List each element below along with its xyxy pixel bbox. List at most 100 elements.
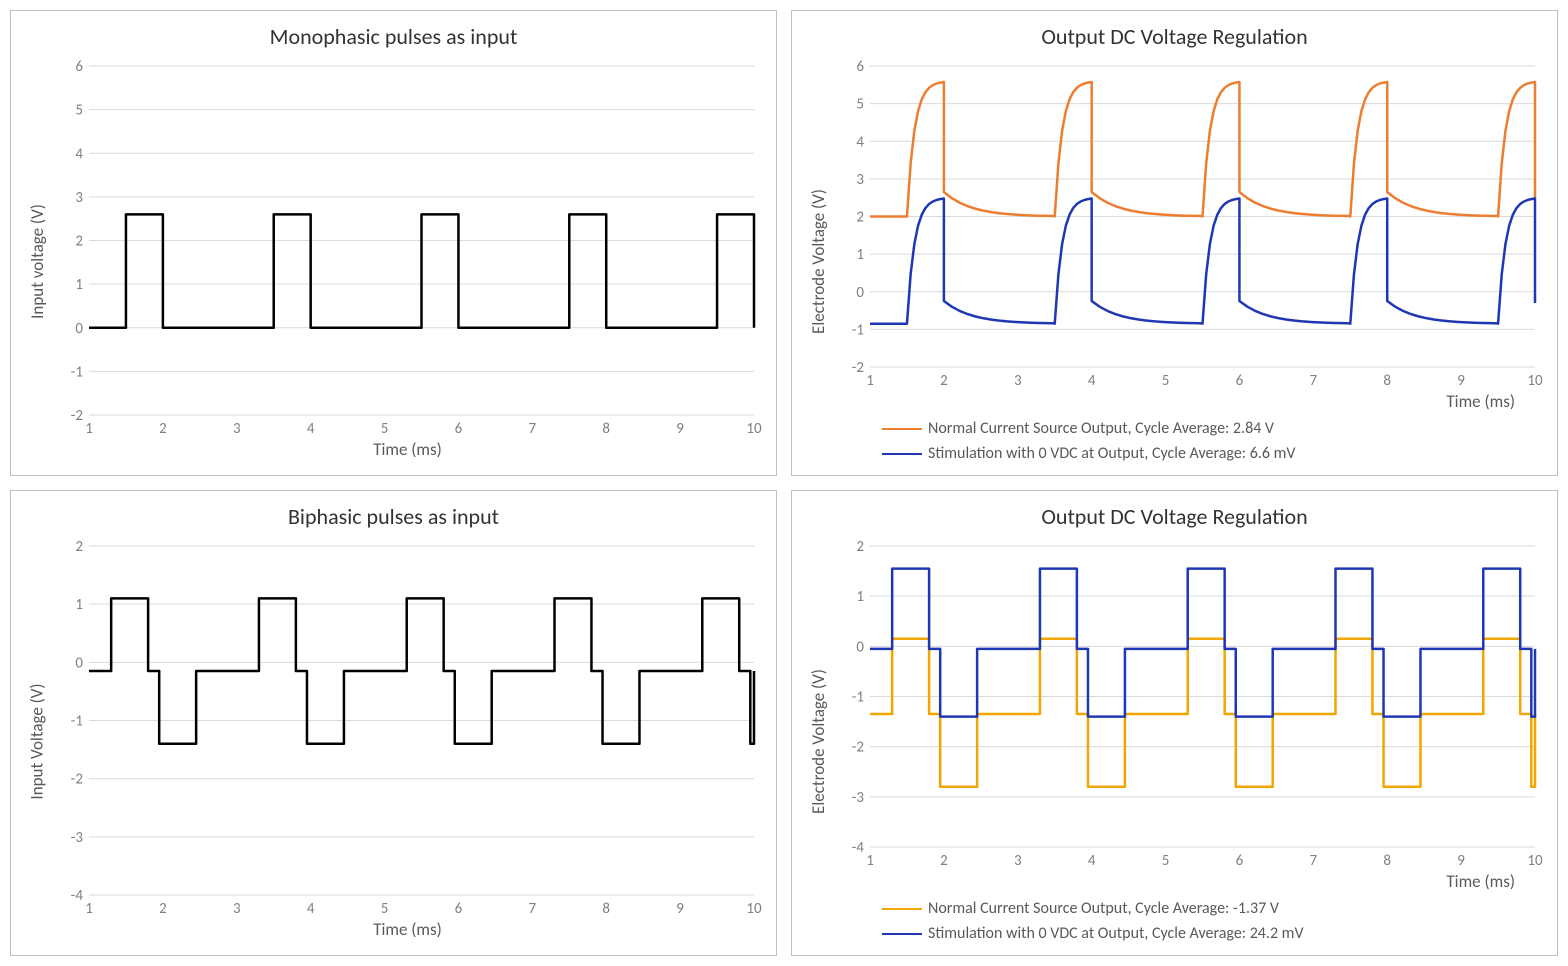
svg-text:7: 7 — [1310, 372, 1318, 389]
svg-text:2: 2 — [75, 233, 83, 251]
svg-text:8: 8 — [602, 420, 610, 437]
svg-text:3: 3 — [233, 900, 241, 917]
svg-text:6: 6 — [455, 900, 463, 917]
svg-text:1: 1 — [75, 596, 83, 614]
chart-title: Output DC Voltage Regulation — [804, 503, 1545, 530]
svg-text:9: 9 — [1457, 852, 1465, 869]
legend-swatch — [882, 933, 922, 935]
svg-text:0: 0 — [75, 320, 83, 338]
svg-text:2: 2 — [856, 540, 864, 556]
svg-text:-1: -1 — [852, 689, 864, 707]
plot-area: -2 -1 0 1 2 3 4 5 6 1 2 3 4 5 6 7 8 9 10 — [51, 60, 764, 437]
svg-text:1: 1 — [866, 372, 874, 389]
svg-text:0: 0 — [856, 638, 864, 656]
svg-text:-1: -1 — [852, 321, 864, 339]
panel-output-regulation-bottom: Output DC Voltage Regulation Electrode V… — [791, 490, 1558, 956]
panel-monophasic-input: Monophasic pulses as input Input voltage… — [10, 10, 777, 476]
svg-text:5: 5 — [1162, 852, 1170, 869]
legend-item: Normal Current Source Output, Cycle Aver… — [882, 899, 1545, 918]
panel-output-regulation-top: Output DC Voltage Regulation Electrode V… — [791, 10, 1558, 476]
panel-biphasic-input: Biphasic pulses as input Input Voltage (… — [10, 490, 777, 956]
legend-item: Stimulation with 0 VDC at Output, Cycle … — [882, 924, 1545, 943]
svg-text:5: 5 — [381, 900, 389, 917]
y-axis-label: Input Voltage (V) — [27, 683, 48, 799]
legend-label: Stimulation with 0 VDC at Output, Cycle … — [928, 924, 1304, 943]
svg-text:1: 1 — [85, 900, 93, 917]
svg-text:10: 10 — [1527, 372, 1543, 389]
legend-label: Stimulation with 0 VDC at Output, Cycle … — [928, 444, 1295, 463]
plot-area: -4-3-2-101212345678910 — [832, 540, 1545, 869]
svg-text:4: 4 — [856, 133, 864, 151]
svg-text:2: 2 — [75, 540, 83, 556]
svg-text:2: 2 — [159, 420, 167, 437]
svg-text:-1: -1 — [71, 363, 83, 381]
svg-text:1: 1 — [85, 420, 93, 437]
y-axis-label: Input voltage (V) — [27, 204, 48, 319]
chart-title: Biphasic pulses as input — [23, 503, 764, 530]
svg-text:-4: -4 — [852, 839, 865, 857]
svg-text:2: 2 — [159, 900, 167, 917]
svg-text:5: 5 — [75, 102, 83, 120]
x-axis-label: Time (ms) — [51, 919, 764, 943]
svg-text:9: 9 — [676, 420, 684, 437]
svg-text:6: 6 — [856, 60, 864, 76]
legend: Normal Current Source Output, Cycle Aver… — [832, 893, 1545, 943]
x-axis-label: Time (ms) — [51, 439, 764, 463]
svg-text:3: 3 — [233, 420, 241, 437]
svg-text:6: 6 — [1236, 852, 1244, 869]
svg-text:3: 3 — [1014, 852, 1022, 869]
svg-text:3: 3 — [856, 171, 864, 189]
legend-swatch — [882, 428, 922, 430]
chart-title: Monophasic pulses as input — [23, 23, 764, 50]
legend-swatch — [882, 453, 922, 455]
svg-text:4: 4 — [1088, 372, 1096, 389]
svg-text:-1: -1 — [71, 713, 83, 731]
chart-title: Output DC Voltage Regulation — [804, 23, 1545, 50]
svg-text:-2: -2 — [71, 407, 83, 425]
legend-item: Normal Current Source Output, Cycle Aver… — [882, 419, 1545, 438]
y-axis-label: Electrode Voltage (V) — [808, 669, 829, 814]
svg-text:4: 4 — [75, 145, 83, 163]
svg-text:8: 8 — [1383, 852, 1391, 869]
legend-label: Normal Current Source Output, Cycle Aver… — [928, 419, 1274, 438]
chart-grid: Monophasic pulses as input Input voltage… — [10, 10, 1558, 956]
svg-text:7: 7 — [529, 900, 537, 917]
svg-text:10: 10 — [1527, 852, 1543, 869]
svg-text:6: 6 — [455, 420, 463, 437]
svg-text:-2: -2 — [852, 739, 864, 757]
svg-text:5: 5 — [856, 96, 864, 114]
plot-area: -2-1012345612345678910 — [832, 60, 1545, 389]
svg-text:-3: -3 — [852, 789, 865, 807]
legend-swatch — [882, 908, 922, 910]
svg-text:7: 7 — [529, 420, 537, 437]
svg-text:7: 7 — [1310, 852, 1318, 869]
svg-text:-3: -3 — [71, 829, 84, 847]
svg-text:2: 2 — [940, 372, 948, 389]
x-axis-label: Time (ms) — [832, 871, 1545, 893]
svg-text:10: 10 — [746, 420, 762, 437]
svg-text:4: 4 — [307, 420, 315, 437]
x-axis-label: Time (ms) — [832, 391, 1545, 413]
svg-text:6: 6 — [75, 60, 83, 76]
y-axis-label: Electrode Voltage (V) — [808, 189, 829, 334]
svg-text:2: 2 — [940, 852, 948, 869]
svg-text:8: 8 — [602, 900, 610, 917]
svg-text:1: 1 — [75, 276, 83, 294]
svg-text:-2: -2 — [71, 771, 83, 789]
svg-text:0: 0 — [75, 654, 83, 672]
svg-text:3: 3 — [1014, 372, 1022, 389]
svg-text:10: 10 — [746, 900, 762, 917]
svg-text:9: 9 — [1457, 372, 1465, 389]
legend-item: Stimulation with 0 VDC at Output, Cycle … — [882, 444, 1545, 463]
svg-text:1: 1 — [856, 588, 864, 606]
svg-text:8: 8 — [1383, 372, 1391, 389]
svg-text:5: 5 — [381, 420, 389, 437]
plot-area: -4-3-2-101212345678910 — [51, 540, 764, 917]
svg-text:1: 1 — [866, 852, 874, 869]
svg-text:4: 4 — [307, 900, 315, 917]
svg-text:9: 9 — [676, 900, 684, 917]
svg-text:-2: -2 — [852, 359, 864, 377]
svg-text:3: 3 — [75, 189, 83, 207]
svg-text:0: 0 — [856, 284, 864, 302]
svg-text:5: 5 — [1162, 372, 1170, 389]
